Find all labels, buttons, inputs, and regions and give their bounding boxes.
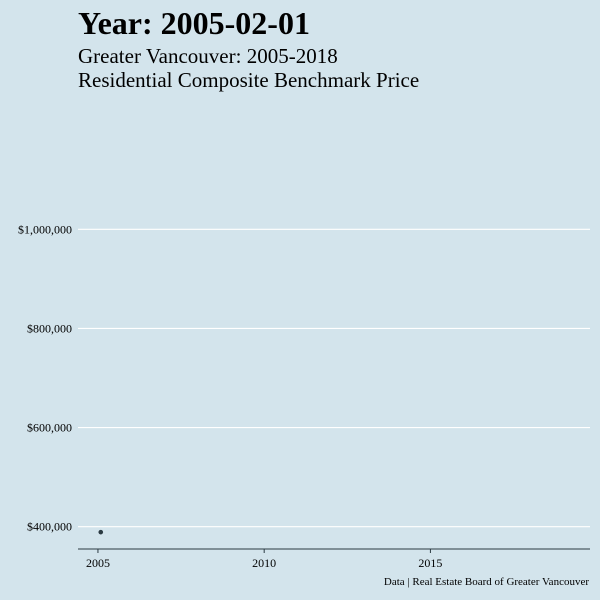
x-tick-label: 2005 xyxy=(86,556,110,570)
chart-subtitle: Greater Vancouver: 2005-2018 Residential… xyxy=(78,44,419,92)
x-tick-label: 2015 xyxy=(418,556,442,570)
y-tick-label: $400,000 xyxy=(27,520,72,534)
subtitle-line-1: Greater Vancouver: 2005-2018 xyxy=(78,44,338,68)
data-source-caption: Data | Real Estate Board of Greater Vanc… xyxy=(383,576,589,588)
chart-title: Year: 2005-02-01 xyxy=(78,5,310,41)
subtitle-line-2: Residential Composite Benchmark Price xyxy=(78,68,420,92)
y-tick-label: $600,000 xyxy=(27,421,72,435)
y-tick-label: $1,000,000 xyxy=(18,222,72,236)
y-tick-label: $800,000 xyxy=(27,321,72,335)
x-tick-label: 2010 xyxy=(252,556,276,570)
data-point xyxy=(98,529,104,535)
